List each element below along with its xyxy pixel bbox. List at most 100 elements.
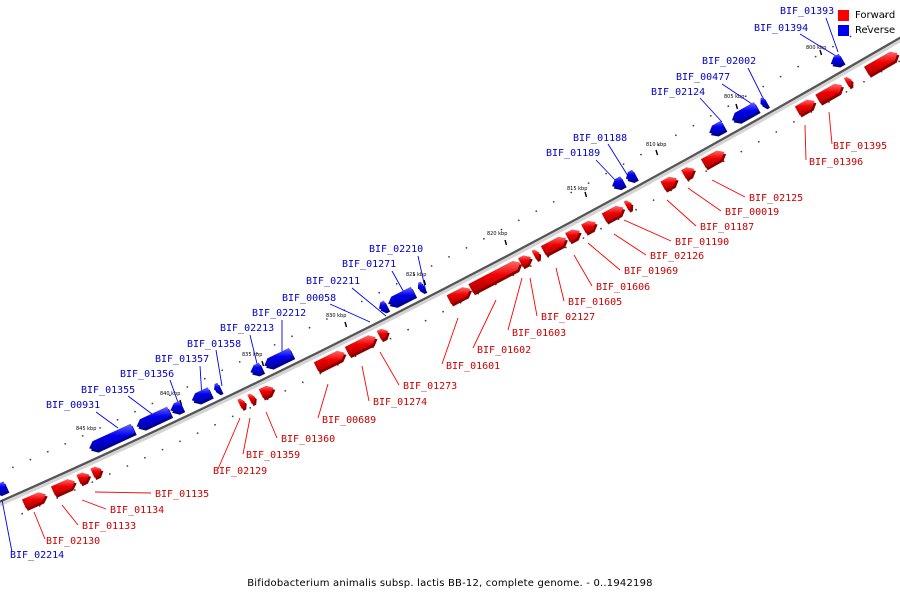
forward-gene-label: BIF_00019	[725, 207, 779, 218]
reverse-leader-line	[417, 255, 427, 293]
genome-backbone-shadow	[0, 36, 900, 507]
tick-dot	[81, 435, 84, 437]
tick-dot	[705, 170, 708, 173]
tick-dot	[442, 310, 444, 313]
forward-gene-arrow	[76, 472, 90, 485]
gene-labels: BIF_01395 BIF_01396 BIF_02125 BIF_00019 BIF_…	[10, 6, 887, 561]
forward-leader-line	[711, 179, 746, 198]
reverse-gene-arrow	[89, 423, 135, 451]
forward-leader-line	[573, 254, 593, 287]
reverse-gene-arrow	[264, 347, 294, 368]
forward-gene-arrow	[794, 99, 815, 116]
reverse-gene-arrow	[625, 169, 637, 181]
forward-leader-line	[613, 233, 647, 256]
reverse-gene-label: BIF_02124	[651, 87, 705, 98]
forward-leader-line	[61, 504, 79, 526]
reverse-gene-arrow	[830, 53, 844, 66]
forward-leader-line	[666, 199, 697, 227]
tick-label: 810 kbp	[646, 142, 666, 148]
reverse-leader-line	[351, 287, 387, 317]
tick-dot	[797, 65, 799, 68]
reverse-gene-arrow	[417, 281, 426, 292]
forward-leader-line	[361, 365, 370, 402]
reverse-gene-label: BIF_01189	[546, 148, 600, 159]
tick-dot	[793, 121, 795, 123]
tick-label: 820 kbp	[487, 231, 507, 237]
reverse-gene-label: BIF_01271	[342, 259, 396, 270]
tick-dot	[326, 318, 328, 320]
forward-gene-arrow	[376, 328, 388, 340]
legend-reverse: Reverse	[838, 23, 895, 38]
tick-dot	[517, 219, 520, 222]
tick-mark	[261, 360, 265, 367]
tick-dot	[640, 153, 642, 156]
tick-dot	[430, 265, 433, 267]
forward-gene-arrow	[660, 176, 677, 191]
forward-gene-arrow	[518, 255, 531, 267]
reverse-leader-line	[699, 97, 723, 123]
tick-dot	[203, 377, 206, 380]
tick-dot	[73, 489, 76, 491]
tick-dot	[179, 440, 181, 443]
reverse-gene-arrow	[709, 120, 726, 135]
forward-leader-line	[217, 417, 241, 470]
tick-dot	[500, 228, 503, 231]
reverse-gene-arrow	[612, 176, 625, 188]
reverse-gene-label: BIF_00477	[676, 72, 730, 83]
genome-caption: Bifidobacterium animalis subsp. lactis B…	[247, 578, 653, 589]
tick-dot	[424, 319, 427, 322]
forward-gene-arrow	[50, 479, 75, 496]
tick-dot	[845, 91, 848, 93]
tick-dot	[744, 95, 747, 98]
reverse-swatch	[838, 25, 849, 36]
legend-reverse-label: Reverse	[855, 25, 896, 36]
tick-dot	[91, 481, 94, 483]
tick-mark	[423, 279, 427, 286]
tick-dot	[231, 415, 234, 418]
forward-gene-label: BIF_01602	[477, 345, 531, 356]
tick-dot	[291, 335, 293, 338]
forward-gene-arrow	[531, 249, 540, 260]
genome-backbone	[0, 36, 900, 503]
reverse-gene-label: BIF_01358	[187, 339, 241, 350]
tick-dot	[867, 25, 869, 28]
tick-dot	[21, 512, 23, 515]
reverse-gene-label: BIF_00058	[282, 293, 336, 304]
tick-mark	[584, 191, 588, 198]
reverse-leader-line	[747, 67, 764, 99]
tick-mark	[735, 103, 739, 110]
forward-gene-arrow	[843, 76, 852, 87]
tick-dot	[740, 150, 743, 153]
tick-dot	[582, 237, 585, 240]
tick-dot	[395, 282, 398, 285]
forward-gene-label: BIF_02129	[213, 466, 267, 477]
forward-leader-line	[441, 317, 459, 365]
reverse-leader-line	[607, 143, 629, 177]
tick-dot	[483, 237, 485, 240]
forward-gene-label: BIF_01133	[82, 521, 136, 532]
tick-dot	[565, 246, 567, 249]
forward-gene-arrow	[700, 150, 725, 168]
tick-dot	[126, 465, 129, 467]
forward-leader-line	[529, 277, 538, 317]
forward-leader-line	[623, 219, 672, 242]
tick-dot	[570, 191, 573, 194]
forward-gene-label: BIF_01274	[373, 397, 427, 408]
forward-gene-label: BIF_02130	[46, 536, 100, 547]
tick-dot	[389, 337, 392, 340]
tick-dot	[675, 134, 677, 137]
tick-mark	[655, 149, 659, 156]
tick-dot	[273, 344, 276, 346]
tick-dot	[587, 182, 590, 185]
reverse-gene-label: BIF_02213	[220, 323, 274, 334]
tick-dot	[413, 274, 415, 276]
reverse-gene-arrow	[0, 481, 8, 494]
tick-dot	[284, 390, 287, 392]
tick-label: 815 kbp	[567, 186, 587, 192]
forward-leader-line	[242, 417, 251, 455]
reverse-gene-arrow	[250, 362, 264, 375]
tick-label: 800 kbp	[806, 45, 826, 51]
reverse-leader-line	[825, 17, 839, 53]
forward-leader-line	[587, 242, 621, 271]
